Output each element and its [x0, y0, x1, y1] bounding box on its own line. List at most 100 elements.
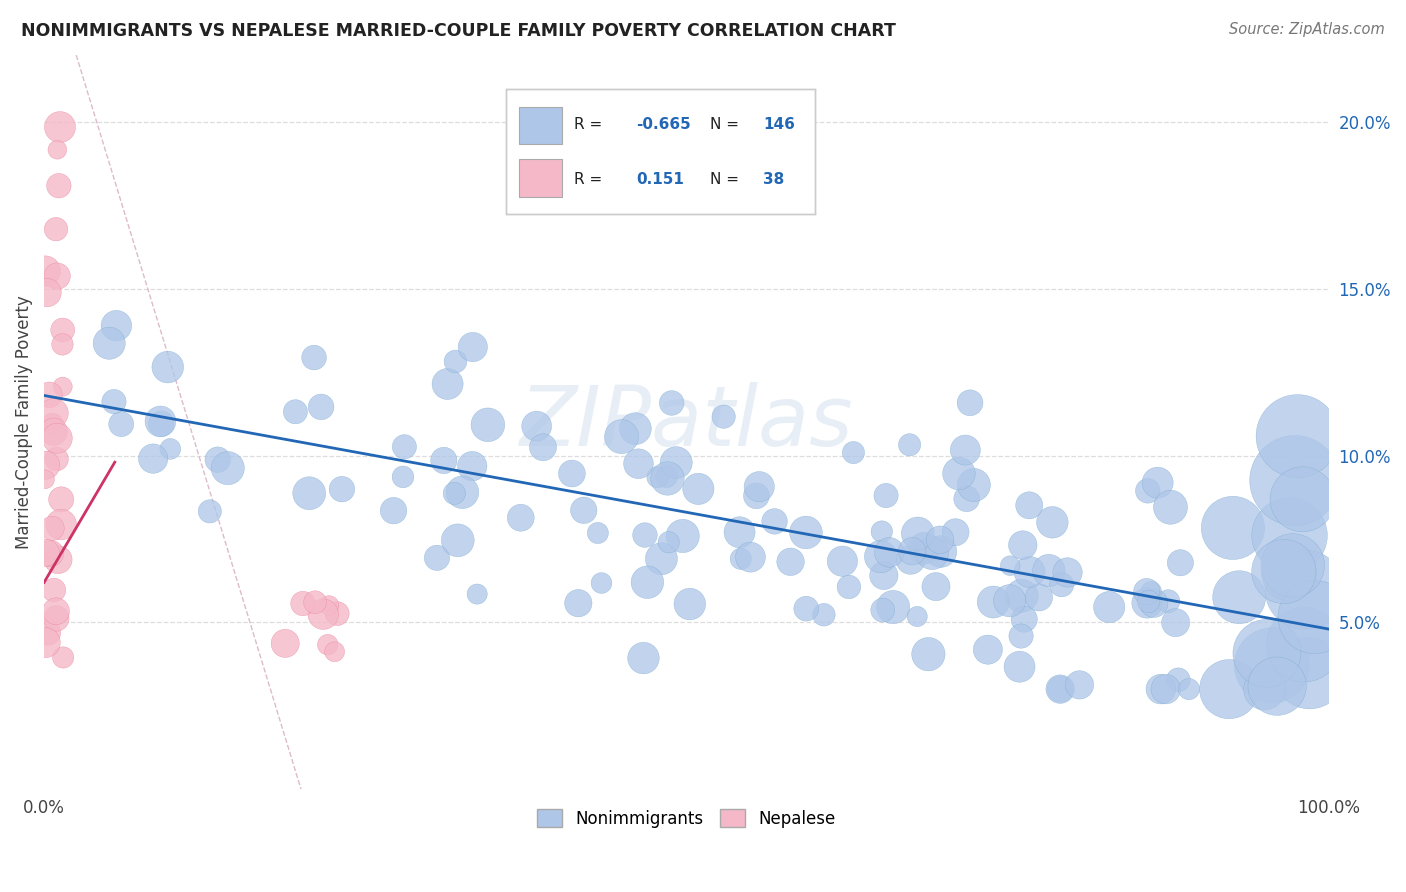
- Point: [567, 596, 589, 610]
- Point: [1154, 682, 1177, 697]
- Point: [509, 510, 531, 524]
- Point: [37, 625, 59, 640]
- Point: [688, 482, 710, 496]
- Point: [45, 222, 67, 236]
- Point: [291, 597, 314, 611]
- Point: [312, 607, 335, 622]
- Point: [672, 529, 695, 543]
- Point: [298, 486, 321, 500]
- Point: [1010, 629, 1032, 643]
- Point: [382, 504, 405, 518]
- Text: NONIMMIGRANTS VS NEPALESE MARRIED-COUPLE FAMILY POVERTY CORRELATION CHART: NONIMMIGRANTS VS NEPALESE MARRIED-COUPLE…: [21, 22, 896, 40]
- Point: [42, 583, 65, 598]
- Point: [526, 419, 548, 434]
- Point: [447, 533, 470, 548]
- Text: 0.151: 0.151: [636, 171, 683, 186]
- Point: [1284, 474, 1306, 488]
- Point: [46, 431, 69, 445]
- Point: [52, 650, 75, 665]
- Point: [657, 471, 679, 485]
- Point: [882, 600, 904, 615]
- Point: [998, 593, 1021, 607]
- Point: [661, 396, 683, 410]
- Point: [1008, 659, 1031, 673]
- Point: [38, 388, 60, 402]
- Point: [1170, 556, 1192, 570]
- Point: [426, 550, 449, 565]
- Point: [1227, 591, 1250, 605]
- Point: [1167, 673, 1189, 687]
- Point: [1261, 658, 1284, 673]
- Point: [392, 470, 415, 484]
- Point: [1292, 638, 1315, 652]
- Point: [316, 638, 339, 652]
- Point: [1150, 682, 1173, 697]
- Point: [41, 417, 63, 431]
- Point: [110, 417, 132, 431]
- Point: [1028, 591, 1050, 605]
- Point: [49, 120, 72, 134]
- Point: [1056, 566, 1078, 580]
- Point: [444, 354, 467, 368]
- Point: [794, 525, 817, 540]
- Point: [955, 443, 977, 458]
- Point: [451, 485, 474, 500]
- Point: [105, 318, 128, 333]
- Text: Source: ZipAtlas.com: Source: ZipAtlas.com: [1229, 22, 1385, 37]
- Point: [51, 337, 73, 351]
- Point: [679, 597, 702, 611]
- Legend: Nonimmigrants, Nepalese: Nonimmigrants, Nepalese: [529, 801, 844, 836]
- Point: [52, 323, 75, 337]
- Point: [156, 360, 179, 375]
- Point: [963, 478, 986, 492]
- Point: [1011, 589, 1033, 603]
- Point: [900, 552, 922, 566]
- Point: [1049, 682, 1071, 697]
- Point: [748, 480, 770, 494]
- Point: [898, 438, 921, 452]
- Point: [921, 546, 943, 560]
- Point: [586, 526, 609, 541]
- Point: [318, 599, 340, 613]
- Point: [326, 607, 349, 621]
- Point: [150, 417, 173, 431]
- Point: [309, 400, 332, 414]
- Point: [1278, 528, 1301, 542]
- Text: -0.665: -0.665: [636, 117, 690, 132]
- Point: [274, 636, 297, 650]
- Point: [948, 467, 970, 481]
- Point: [1159, 500, 1181, 515]
- Point: [1303, 610, 1326, 624]
- Point: [870, 524, 893, 539]
- Point: [103, 394, 125, 409]
- Point: [634, 528, 657, 542]
- Point: [794, 601, 817, 615]
- Point: [665, 456, 688, 470]
- Text: R =: R =: [574, 117, 607, 132]
- Point: [872, 603, 894, 617]
- Point: [1049, 682, 1071, 697]
- Point: [149, 414, 172, 428]
- Point: [842, 445, 865, 459]
- Point: [929, 533, 952, 547]
- Point: [51, 517, 73, 532]
- Point: [875, 489, 897, 503]
- Point: [34, 264, 56, 278]
- Text: 38: 38: [763, 171, 785, 186]
- Point: [42, 425, 65, 439]
- Point: [34, 458, 56, 473]
- Point: [998, 558, 1021, 573]
- Point: [98, 336, 121, 351]
- Point: [284, 405, 307, 419]
- Point: [1012, 612, 1035, 626]
- Point: [610, 429, 633, 443]
- Point: [1140, 584, 1163, 599]
- Point: [925, 580, 948, 594]
- Point: [740, 550, 762, 565]
- Point: [745, 489, 768, 503]
- Point: [713, 409, 735, 424]
- Text: N =: N =: [710, 171, 744, 186]
- Point: [1098, 600, 1121, 615]
- Point: [42, 406, 65, 420]
- Point: [907, 526, 929, 541]
